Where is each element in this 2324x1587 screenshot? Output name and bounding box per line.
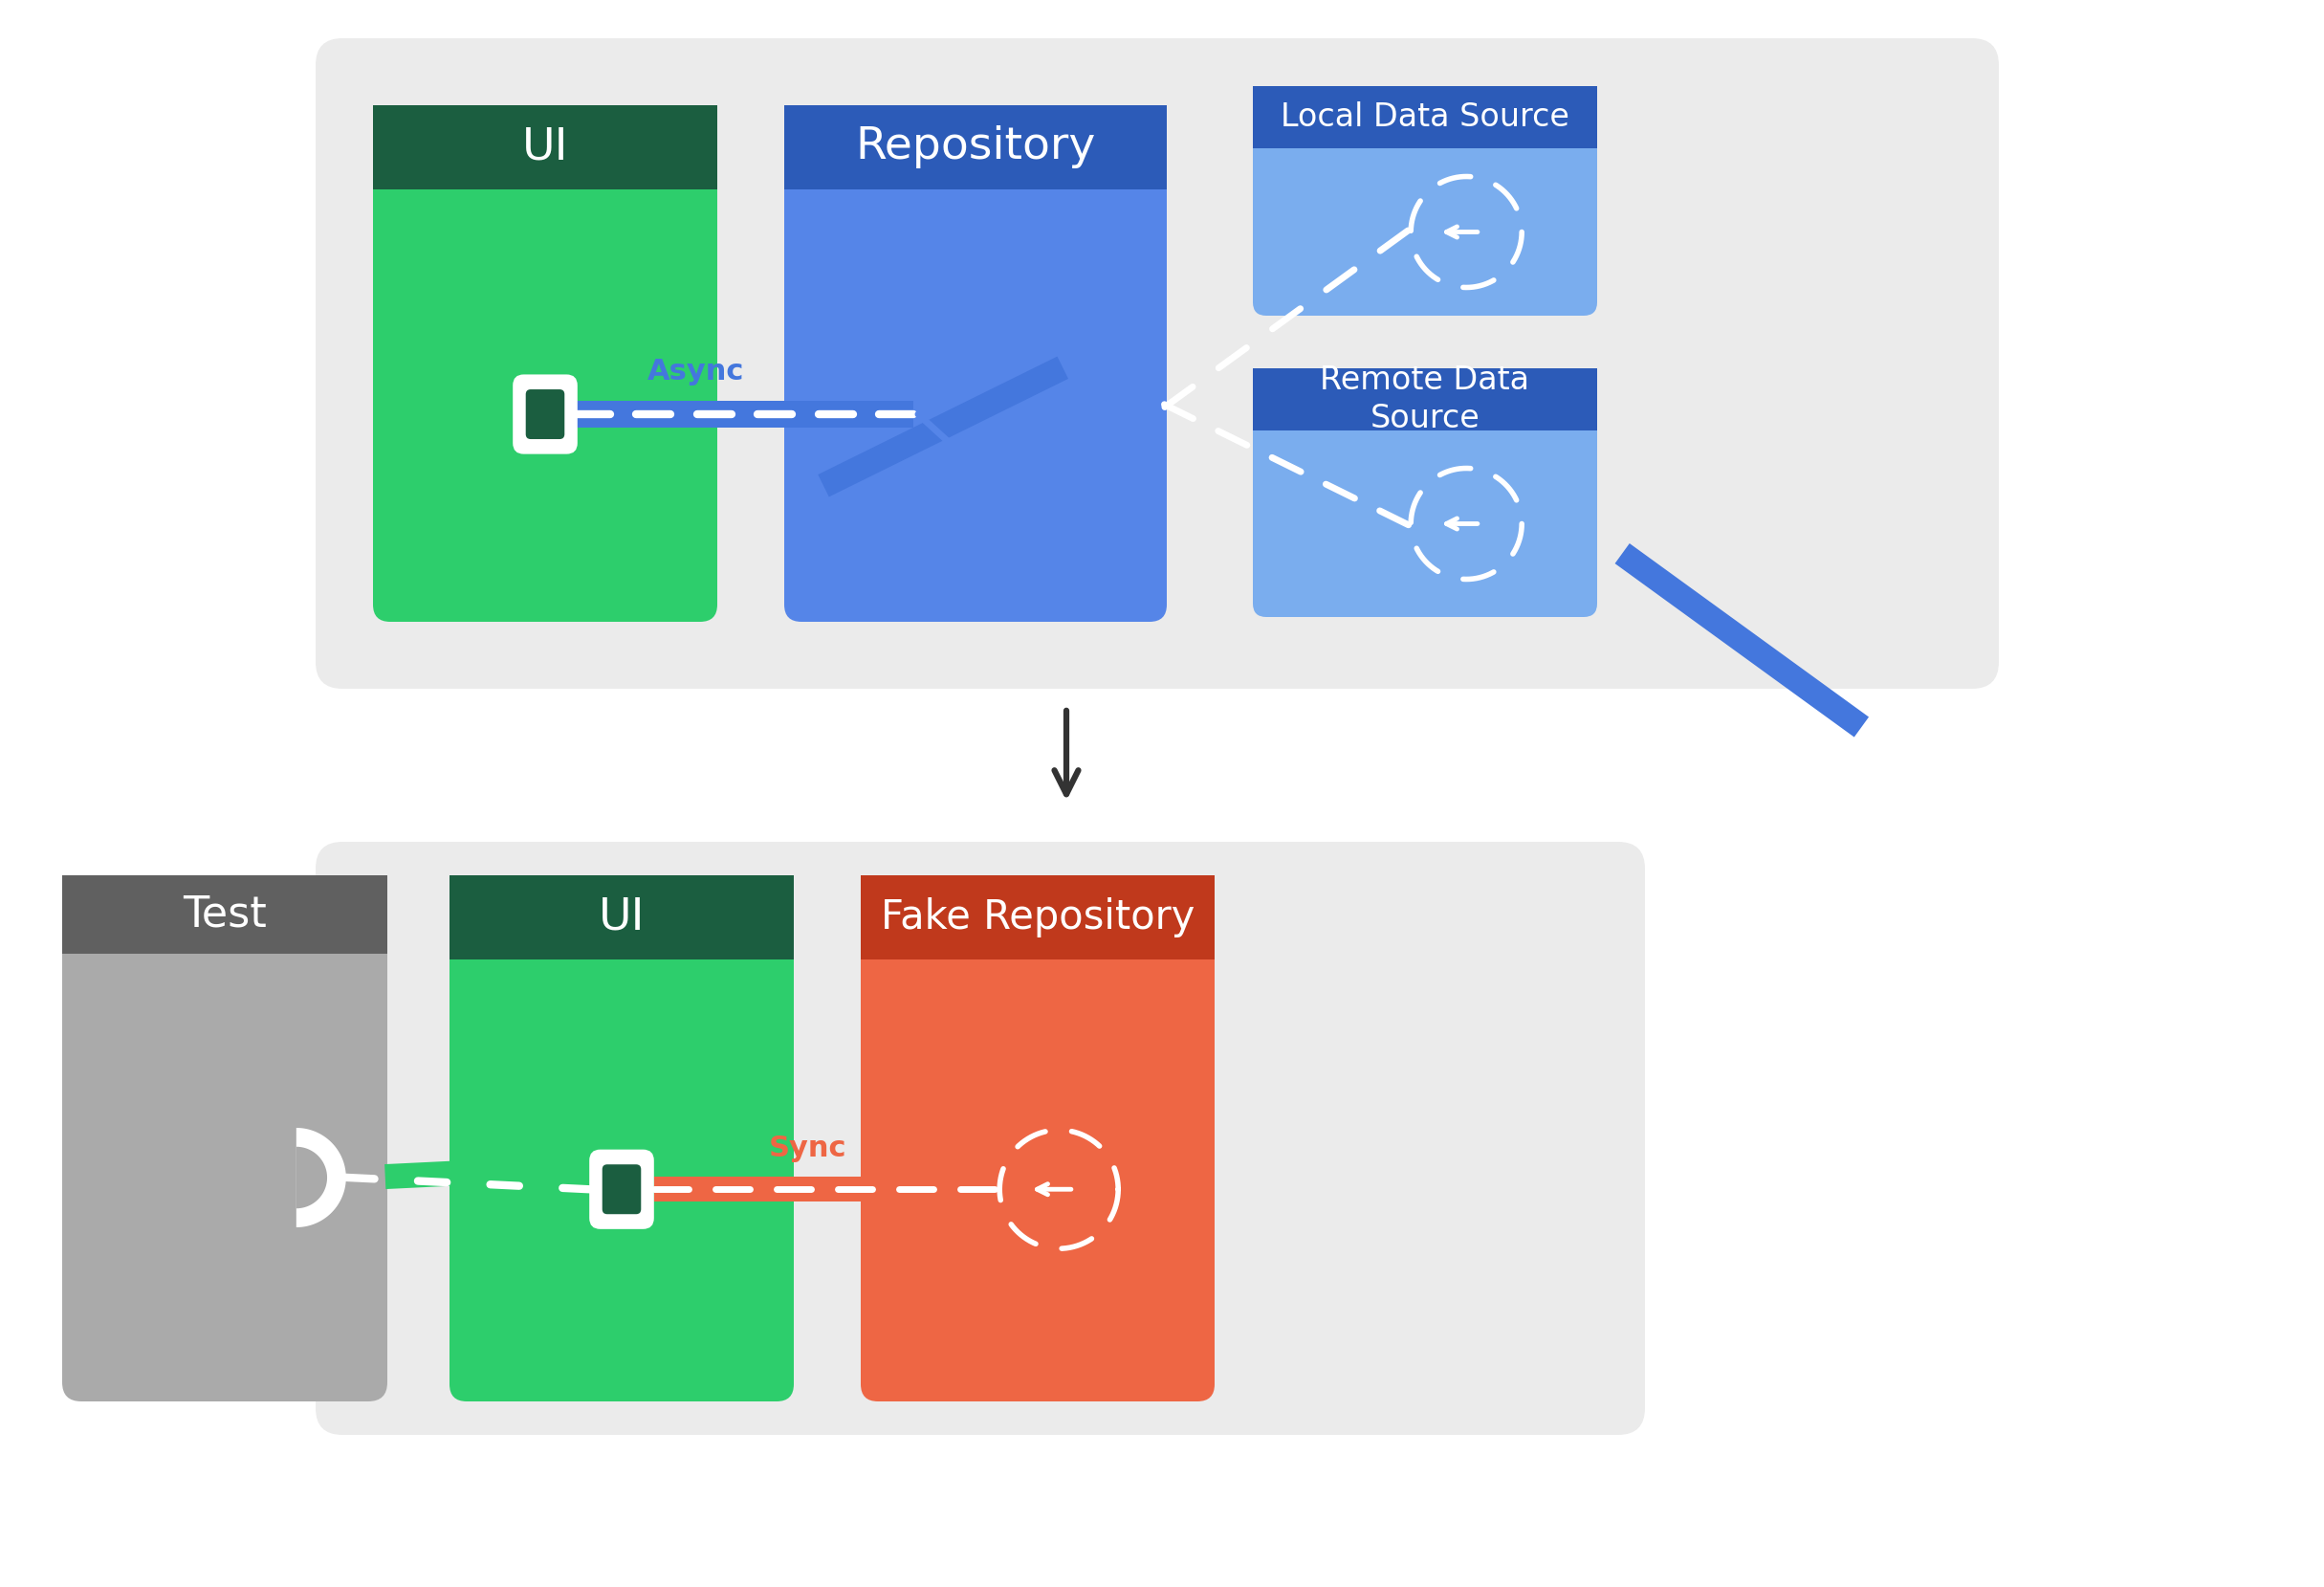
Text: Sync: Sync [769, 1135, 846, 1163]
FancyBboxPatch shape [63, 876, 388, 1401]
FancyBboxPatch shape [514, 375, 576, 454]
Text: Repository: Repository [855, 125, 1095, 168]
FancyBboxPatch shape [316, 38, 1999, 689]
FancyBboxPatch shape [783, 105, 1167, 189]
FancyBboxPatch shape [316, 841, 1645, 1435]
FancyBboxPatch shape [525, 389, 565, 440]
FancyBboxPatch shape [449, 876, 795, 960]
Bar [818, 357, 1069, 497]
Text: Local Data Source: Local Data Source [1281, 102, 1569, 133]
Bar [449, 876, 795, 960]
Bar [1253, 368, 1597, 430]
Bar [1615, 543, 1868, 736]
FancyBboxPatch shape [1253, 368, 1597, 430]
Bar [63, 876, 388, 954]
FancyBboxPatch shape [860, 876, 1215, 1401]
FancyBboxPatch shape [372, 105, 718, 622]
Text: UI: UI [600, 895, 644, 940]
FancyBboxPatch shape [590, 1149, 653, 1228]
FancyBboxPatch shape [1253, 86, 1597, 316]
FancyBboxPatch shape [372, 105, 718, 189]
Bar [372, 105, 718, 189]
FancyBboxPatch shape [1253, 368, 1597, 617]
Text: UI: UI [523, 125, 569, 168]
FancyBboxPatch shape [63, 876, 388, 954]
Polygon shape [295, 1128, 346, 1227]
Bar [576, 402, 913, 427]
Bar [783, 105, 1167, 189]
Polygon shape [295, 1147, 328, 1208]
FancyBboxPatch shape [860, 876, 1215, 960]
Text: Fake Repository: Fake Repository [881, 897, 1195, 938]
FancyBboxPatch shape [783, 105, 1167, 622]
FancyBboxPatch shape [449, 876, 795, 1401]
Text: Test: Test [184, 893, 267, 935]
Bar [860, 876, 1215, 960]
FancyBboxPatch shape [602, 1165, 641, 1214]
Bar [1253, 86, 1597, 148]
Bar [383, 1152, 627, 1189]
Bar [653, 1178, 995, 1201]
Text: Remote Data
Source: Remote Data Source [1320, 363, 1529, 435]
Text: Async: Async [646, 357, 744, 386]
FancyBboxPatch shape [1253, 86, 1597, 148]
